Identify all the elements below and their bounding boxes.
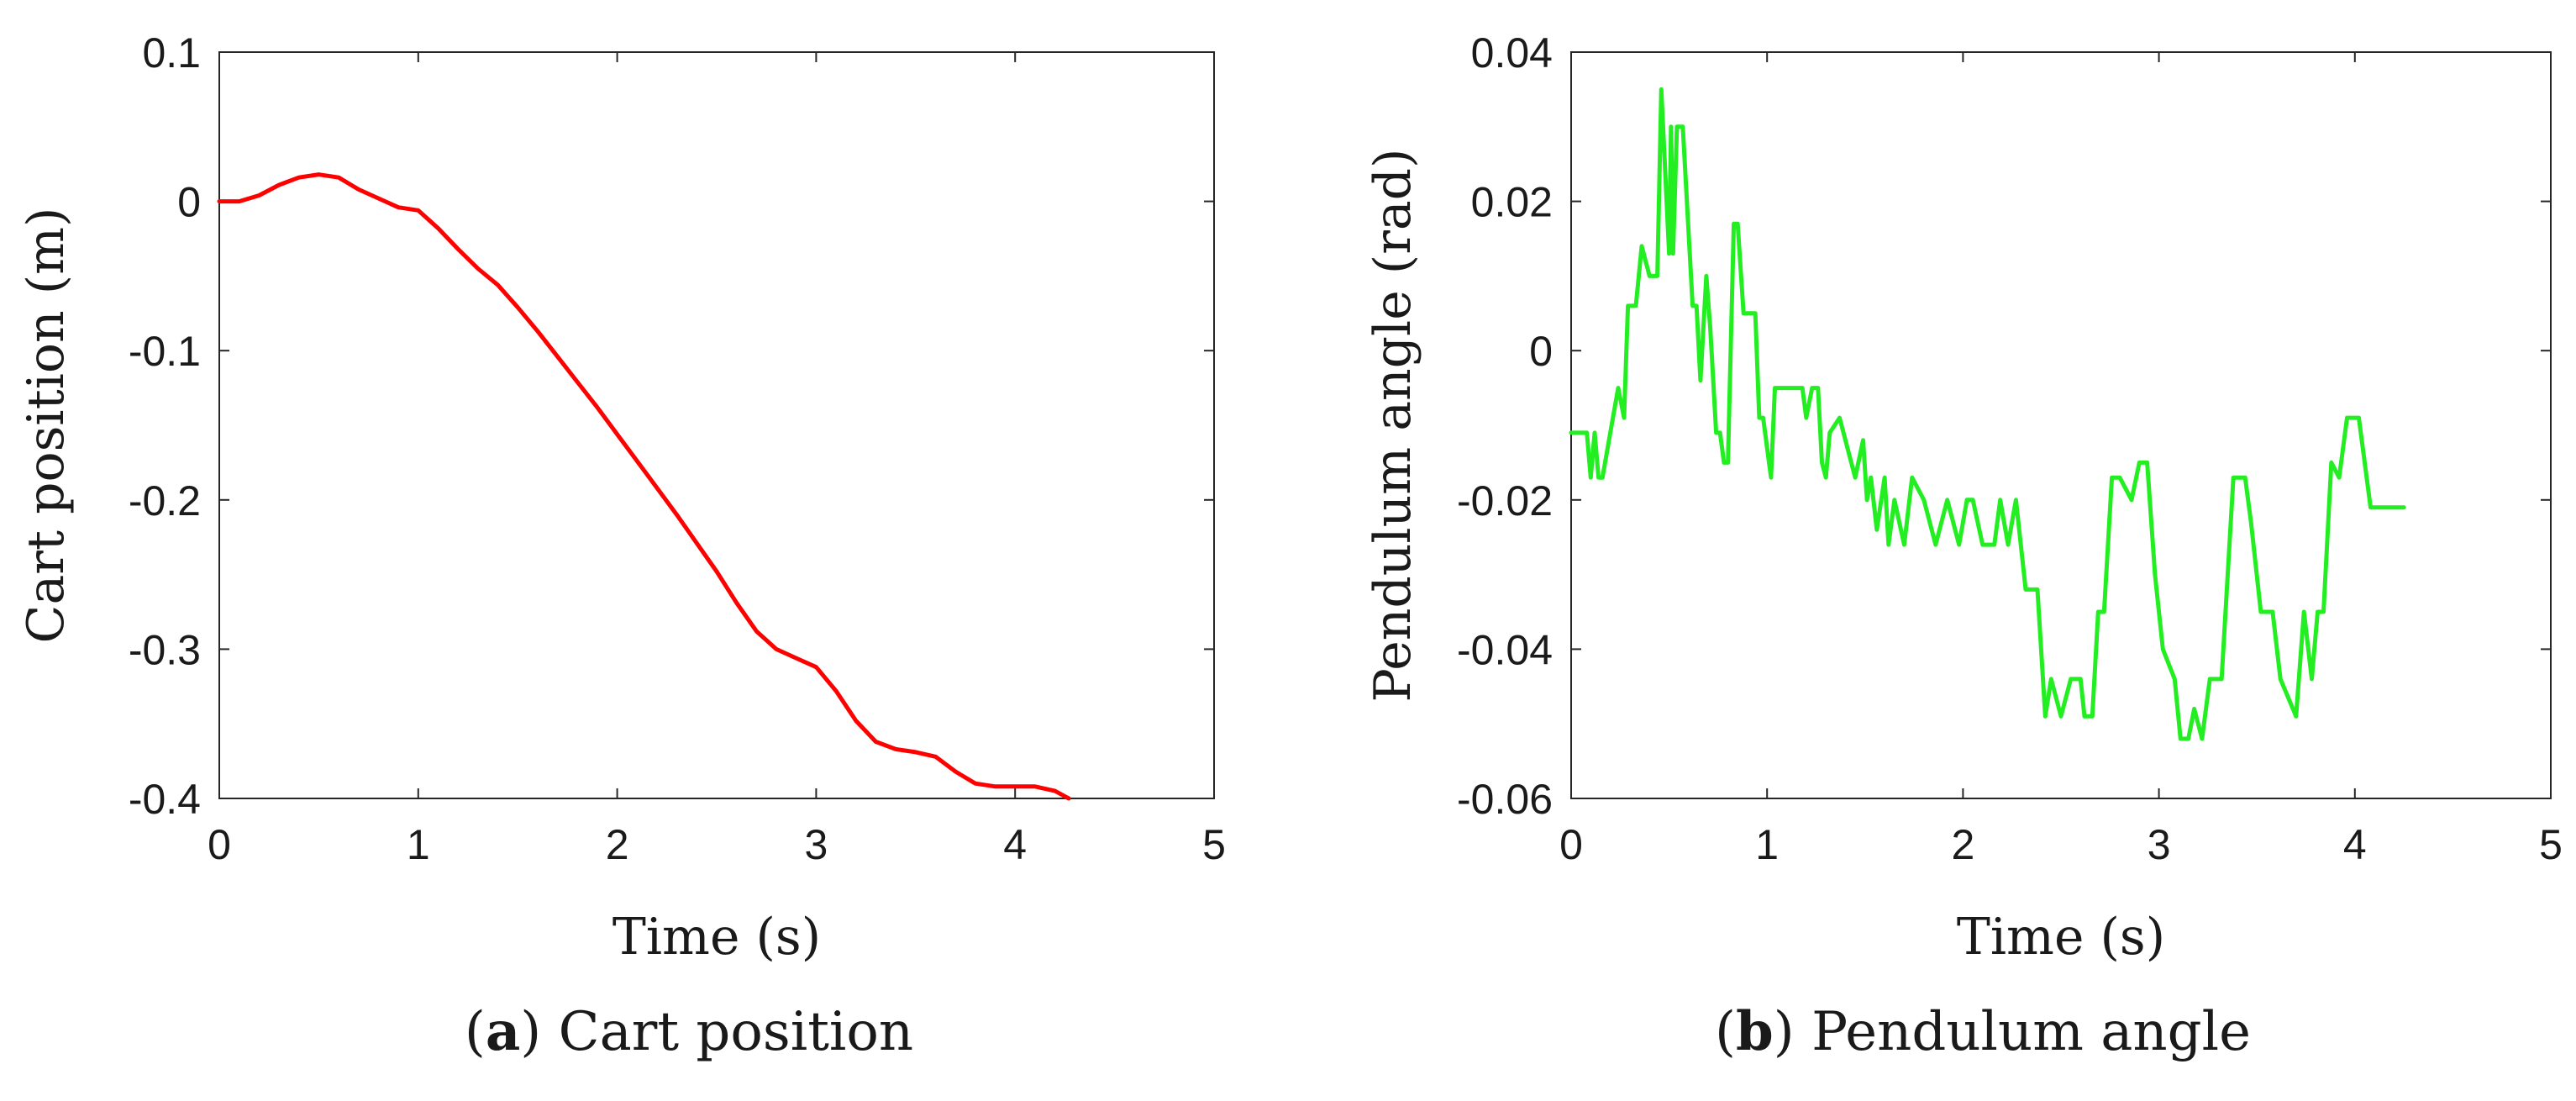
y-tick-label-b-3: -0.02 bbox=[1457, 477, 1553, 524]
caption-letter-a: a bbox=[485, 1000, 521, 1063]
chart-panel-b: 0 1 2 3 4 5 0.04 0.02 0 -0.02 -0.04 -0.06 Time (s) Pe… bbox=[1364, 29, 2563, 967]
x-tick-label-a-4: 4 bbox=[1003, 821, 1027, 868]
y-tick-label-a-3: -0.2 bbox=[129, 477, 201, 524]
x-tick-label-a-3: 3 bbox=[804, 821, 828, 868]
x-tick-label-a-0: 0 bbox=[208, 821, 231, 868]
caption-b: (b) Pendulum angle bbox=[1715, 1000, 2251, 1063]
y-tick-label-b-5: -0.06 bbox=[1457, 776, 1553, 823]
y-tick-label-a-5: -0.4 bbox=[129, 776, 201, 823]
x-axis-label-b: Time (s) bbox=[1957, 908, 2165, 967]
y-tick-label-a-2: -0.1 bbox=[129, 328, 201, 375]
caption-letter-b: b bbox=[1736, 1000, 1774, 1063]
x-tick-label-b-1: 1 bbox=[1755, 821, 1779, 868]
caption-text-a: Cart position bbox=[558, 1001, 914, 1063]
x-axis-label-a: Time (s) bbox=[612, 908, 821, 967]
x-tick-label-b-4: 4 bbox=[2343, 821, 2367, 868]
data-line-a-0 bbox=[217, 172, 1071, 801]
caption-text-b: Pendulum angle bbox=[1811, 1001, 2251, 1063]
y-tick-label-a-1: 0 bbox=[177, 179, 201, 226]
caption-a: (a) Cart position bbox=[464, 1000, 914, 1063]
y-tick-label-b-1: 0.02 bbox=[1471, 179, 1553, 226]
x-tick-label-b-0: 0 bbox=[1559, 821, 1583, 868]
y-tick-label-b-4: -0.04 bbox=[1457, 626, 1553, 673]
y-tick-label-b-2: 0 bbox=[1529, 328, 1553, 375]
data-line-b-0 bbox=[1569, 87, 2406, 741]
x-tick-label-a-5: 5 bbox=[1202, 821, 1226, 868]
chart-panel-a: 0 1 2 3 4 5 0.1 0 -0.1 -0.2 -0.3 -0.4 Time (s) Cart p… bbox=[17, 29, 1226, 967]
x-tick-label-a-2: 2 bbox=[606, 821, 629, 868]
y-axis-label-b: Pendulum angle (rad) bbox=[1364, 149, 1422, 703]
plot-frame-a bbox=[218, 51, 1215, 799]
y-axis-label-a: Cart position (m) bbox=[17, 208, 76, 644]
x-tick-label-b-3: 3 bbox=[2148, 821, 2171, 868]
y-tick-label-a-0: 0.1 bbox=[142, 29, 201, 76]
x-tick-label-b-5: 5 bbox=[2539, 821, 2563, 868]
x-tick-label-b-2: 2 bbox=[1951, 821, 1974, 868]
y-tick-label-b-0: 0.04 bbox=[1471, 29, 1553, 76]
plot-frame-b bbox=[1570, 51, 2552, 799]
y-tick-label-a-4: -0.3 bbox=[129, 626, 201, 673]
x-tick-label-a-1: 1 bbox=[407, 821, 430, 868]
